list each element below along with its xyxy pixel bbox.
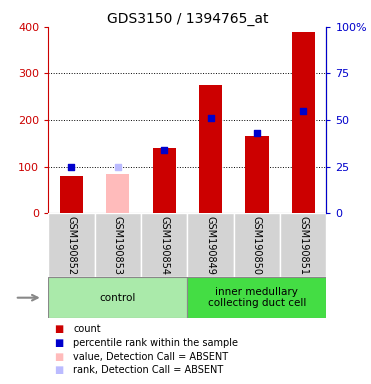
Text: GSM190850: GSM190850 [252, 217, 262, 275]
Text: GSM190852: GSM190852 [66, 217, 76, 276]
Text: ■: ■ [54, 338, 63, 348]
Text: ■: ■ [54, 351, 63, 361]
Point [161, 147, 167, 153]
Text: inner medullary
collecting duct cell: inner medullary collecting duct cell [208, 287, 306, 308]
Bar [60, 176, 83, 213]
Point [69, 164, 75, 170]
Text: GSM190849: GSM190849 [206, 217, 216, 275]
Text: GSM190851: GSM190851 [298, 217, 308, 275]
Bar [48, 277, 187, 318]
Bar [187, 277, 326, 318]
Bar [106, 174, 129, 213]
Point [254, 130, 260, 136]
Bar [292, 31, 315, 213]
Point [115, 164, 121, 170]
Bar [48, 213, 95, 277]
Bar [280, 213, 326, 277]
Title: GDS3150 / 1394765_at: GDS3150 / 1394765_at [106, 12, 268, 26]
Text: GSM190854: GSM190854 [159, 217, 169, 275]
Text: value, Detection Call = ABSENT: value, Detection Call = ABSENT [73, 351, 229, 361]
Bar [152, 148, 176, 213]
Bar [95, 213, 141, 277]
Point [208, 115, 214, 121]
Text: count: count [73, 324, 101, 334]
Text: ■: ■ [54, 324, 63, 334]
Point [301, 108, 306, 114]
Bar [199, 85, 222, 213]
Text: rank, Detection Call = ABSENT: rank, Detection Call = ABSENT [73, 366, 223, 376]
Text: GSM190853: GSM190853 [113, 217, 123, 275]
Bar [245, 136, 269, 213]
Bar [187, 213, 234, 277]
Text: ■: ■ [54, 366, 63, 376]
Bar [141, 213, 187, 277]
Text: percentile rank within the sample: percentile rank within the sample [73, 338, 238, 348]
Bar [234, 213, 280, 277]
Text: control: control [99, 293, 136, 303]
